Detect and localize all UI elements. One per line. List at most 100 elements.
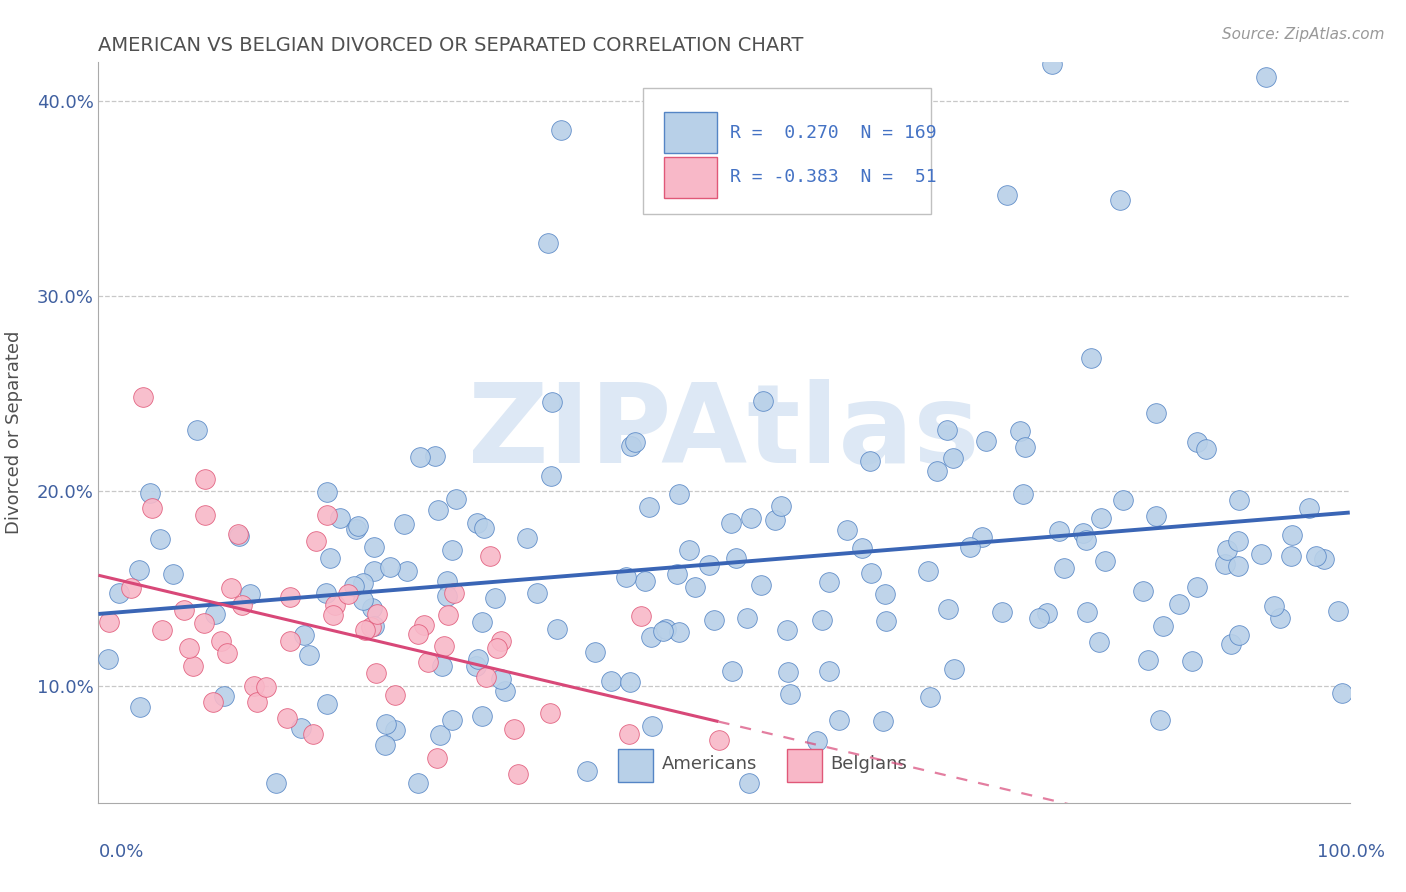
Point: [217, 646, 239, 660]
Point: [194, 472, 217, 486]
Point: [173, 603, 195, 617]
Point: [278, 590, 301, 604]
Point: [1168, 597, 1191, 611]
Point: [141, 500, 163, 515]
Point: [315, 585, 337, 599]
Point: [138, 486, 160, 500]
Point: [489, 634, 512, 648]
Text: R =  0.270  N = 169: R = 0.270 N = 169: [730, 124, 936, 142]
Point: [583, 645, 606, 659]
Point: [537, 235, 560, 250]
Point: [720, 516, 742, 530]
Point: [1132, 583, 1154, 598]
Point: [1071, 526, 1094, 541]
Point: [226, 526, 249, 541]
Point: [634, 574, 657, 589]
Point: [363, 540, 385, 554]
Point: [1028, 610, 1050, 624]
Point: [806, 733, 828, 747]
Point: [465, 516, 488, 530]
Point: [1213, 557, 1236, 571]
Point: [769, 499, 792, 513]
Point: [292, 628, 315, 642]
Point: [506, 766, 529, 780]
Point: [361, 601, 384, 615]
Point: [1047, 524, 1070, 538]
Point: [384, 688, 406, 702]
Point: [318, 550, 340, 565]
Point: [858, 454, 880, 468]
Point: [408, 627, 430, 641]
Text: 100.0%: 100.0%: [1317, 843, 1385, 861]
Point: [818, 575, 841, 590]
Text: Americans: Americans: [661, 755, 756, 772]
Point: [363, 619, 385, 633]
Point: [851, 541, 873, 556]
Point: [1080, 351, 1102, 365]
Point: [576, 764, 599, 779]
FancyBboxPatch shape: [643, 88, 931, 214]
Point: [204, 607, 226, 621]
Point: [484, 591, 506, 606]
Point: [128, 562, 150, 576]
Point: [943, 661, 966, 675]
Point: [354, 624, 377, 638]
Point: [1014, 440, 1036, 454]
Point: [516, 531, 538, 545]
Point: [202, 695, 225, 709]
Point: [194, 508, 217, 522]
Text: ZIPAtlas: ZIPAtlas: [468, 379, 980, 486]
Point: [970, 530, 993, 544]
Text: AMERICAN VS BELGIAN DIVORCED OR SEPARATED CORRELATION CHART: AMERICAN VS BELGIAN DIVORCED OR SEPARATE…: [98, 36, 804, 54]
Point: [624, 434, 647, 449]
Point: [478, 549, 501, 563]
Point: [1281, 549, 1303, 564]
Point: [620, 439, 643, 453]
Point: [1305, 549, 1327, 563]
Point: [465, 659, 488, 673]
Point: [917, 565, 939, 579]
Point: [600, 673, 623, 688]
Point: [619, 674, 641, 689]
Point: [429, 728, 451, 742]
Point: [1268, 611, 1291, 625]
Point: [724, 551, 747, 566]
Point: [875, 614, 897, 628]
Point: [366, 607, 388, 621]
Point: [316, 697, 339, 711]
Point: [467, 652, 489, 666]
Point: [1112, 492, 1135, 507]
Point: [120, 581, 142, 595]
Point: [352, 575, 374, 590]
Point: [959, 540, 981, 554]
Point: [776, 623, 799, 637]
Point: [437, 608, 460, 623]
Point: [278, 633, 301, 648]
Point: [1227, 492, 1250, 507]
Point: [426, 751, 449, 765]
Point: [1250, 547, 1272, 561]
Point: [1090, 511, 1112, 525]
Point: [1227, 627, 1250, 641]
Point: [1144, 509, 1167, 524]
Point: [991, 605, 1014, 619]
FancyBboxPatch shape: [617, 748, 652, 782]
Point: [678, 543, 700, 558]
FancyBboxPatch shape: [664, 112, 717, 153]
Point: [378, 559, 401, 574]
Point: [254, 680, 277, 694]
Text: Belgians: Belgians: [831, 755, 907, 772]
Point: [347, 519, 370, 533]
Point: [475, 670, 498, 684]
Point: [614, 570, 637, 584]
Point: [918, 690, 941, 705]
Point: [1136, 653, 1159, 667]
Point: [304, 534, 326, 549]
Text: Source: ZipAtlas.com: Source: ZipAtlas.com: [1222, 27, 1385, 42]
Point: [1076, 605, 1098, 619]
Point: [925, 464, 948, 478]
Point: [1010, 425, 1032, 439]
Point: [323, 599, 346, 613]
Point: [1281, 527, 1303, 541]
Point: [1108, 194, 1130, 208]
